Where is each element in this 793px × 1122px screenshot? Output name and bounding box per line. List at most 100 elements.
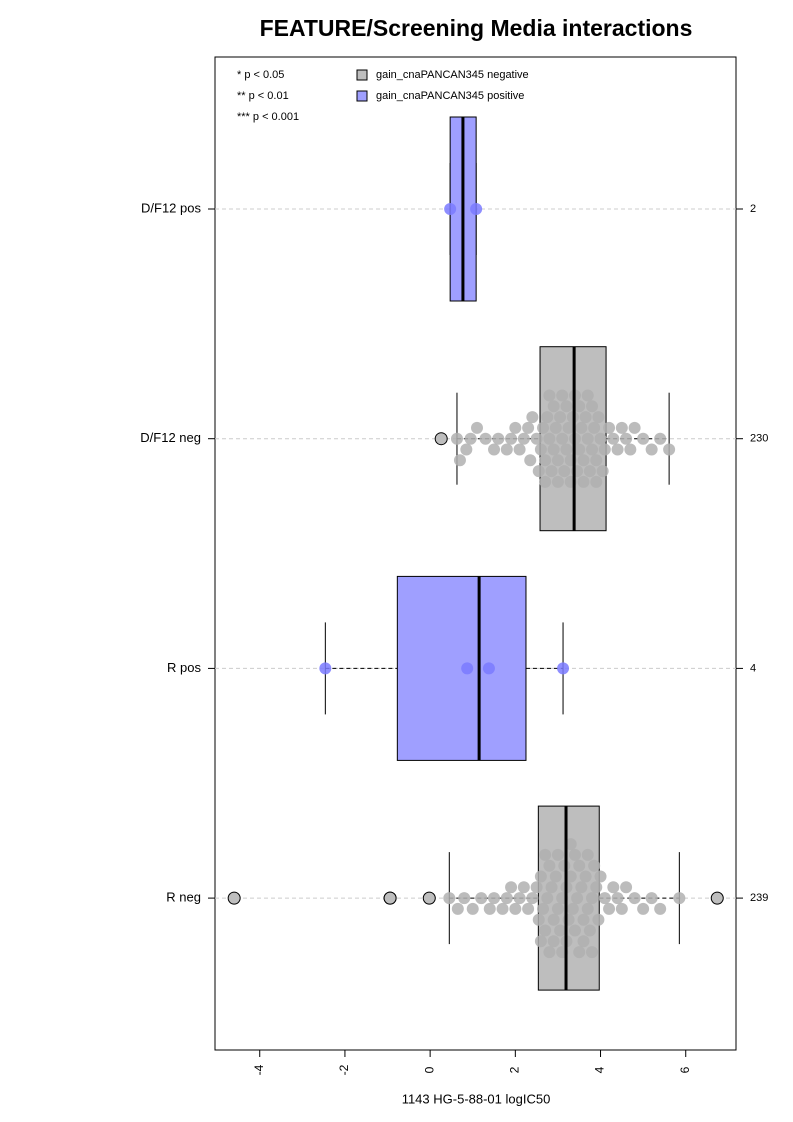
data-point	[556, 432, 569, 445]
legend-label: gain_cnaPANCAN345 negative	[376, 69, 529, 81]
data-point	[594, 432, 607, 445]
data-point	[560, 400, 573, 413]
data-point	[549, 870, 562, 883]
data-point	[579, 870, 592, 883]
legend-swatch	[356, 90, 368, 102]
data-point	[628, 892, 641, 905]
data-point	[654, 432, 667, 445]
data-point	[620, 432, 633, 445]
data-point	[458, 892, 471, 905]
data-point	[556, 389, 569, 402]
data-point	[532, 465, 545, 478]
data-point	[615, 902, 628, 915]
data-point	[592, 411, 605, 424]
outlier	[422, 891, 436, 905]
data-point	[464, 432, 477, 445]
data-point	[588, 421, 601, 434]
data-point	[573, 400, 586, 413]
data-point	[461, 662, 474, 675]
data-point	[509, 421, 522, 434]
data-point	[564, 838, 577, 851]
data-point	[466, 902, 479, 915]
data-point	[564, 870, 577, 883]
outlier	[383, 891, 397, 905]
count-label: 230	[750, 433, 768, 445]
category-label: R pos	[167, 660, 201, 675]
data-point	[645, 443, 658, 456]
data-point	[611, 443, 624, 456]
data-point	[628, 421, 641, 434]
data-point	[539, 454, 552, 467]
data-point	[532, 913, 545, 926]
data-point	[517, 432, 530, 445]
data-point	[592, 913, 605, 926]
data-point	[551, 454, 564, 467]
data-point	[554, 411, 567, 424]
data-point	[573, 946, 586, 959]
data-point	[444, 203, 457, 215]
legend-swatch	[356, 69, 368, 81]
data-point	[581, 902, 594, 915]
outlier	[227, 891, 241, 905]
count-label: 2	[750, 203, 756, 215]
data-point	[637, 902, 650, 915]
data-point	[453, 454, 466, 467]
data-point	[586, 400, 599, 413]
data-point	[483, 902, 496, 915]
data-point	[541, 892, 554, 905]
data-point	[513, 443, 526, 456]
data-point	[492, 432, 505, 445]
data-point	[611, 892, 624, 905]
data-point	[551, 475, 564, 488]
category-label: D/F12 pos	[141, 200, 201, 215]
data-point	[673, 892, 686, 905]
data-point	[460, 443, 473, 456]
data-point	[500, 443, 513, 456]
plot-frame	[214, 56, 737, 1051]
data-point	[637, 432, 650, 445]
data-point	[547, 400, 560, 413]
data-point	[547, 913, 560, 926]
data-point	[488, 443, 501, 456]
data-point	[543, 432, 556, 445]
data-point	[654, 902, 667, 915]
count-label: 4	[750, 662, 756, 674]
data-point	[500, 892, 513, 905]
data-point	[573, 443, 586, 456]
data-point	[581, 848, 594, 861]
data-point	[551, 902, 564, 915]
data-point	[590, 881, 603, 894]
data-point	[568, 924, 581, 937]
data-point	[562, 913, 575, 926]
data-point	[505, 432, 518, 445]
data-point	[583, 924, 596, 937]
data-point	[566, 902, 579, 915]
legend-label: gain_cnaPANCAN345 positive	[376, 90, 524, 102]
x-tick-label: 0	[422, 1066, 436, 1073]
data-point	[543, 946, 556, 959]
data-point	[526, 411, 539, 424]
data-point	[620, 881, 633, 894]
data-point	[547, 443, 560, 456]
data-point	[560, 443, 573, 456]
data-point	[482, 662, 495, 675]
data-point	[549, 421, 562, 434]
outlier	[434, 432, 448, 446]
data-point	[577, 475, 590, 488]
data-point	[586, 443, 599, 456]
chart-title: FEATURE/Screening Media interactions	[260, 15, 693, 41]
data-point	[557, 662, 570, 675]
category-label: D/F12 neg	[140, 430, 201, 445]
data-point	[645, 892, 658, 905]
data-point	[571, 892, 584, 905]
data-point	[545, 465, 558, 478]
data-point	[509, 902, 522, 915]
data-point	[551, 848, 564, 861]
data-point	[496, 902, 509, 915]
data-point	[539, 924, 552, 937]
data-point	[450, 432, 463, 445]
data-point	[475, 892, 488, 905]
data-point	[530, 432, 543, 445]
x-tick-label: -4	[252, 1064, 266, 1075]
data-point	[554, 924, 567, 937]
